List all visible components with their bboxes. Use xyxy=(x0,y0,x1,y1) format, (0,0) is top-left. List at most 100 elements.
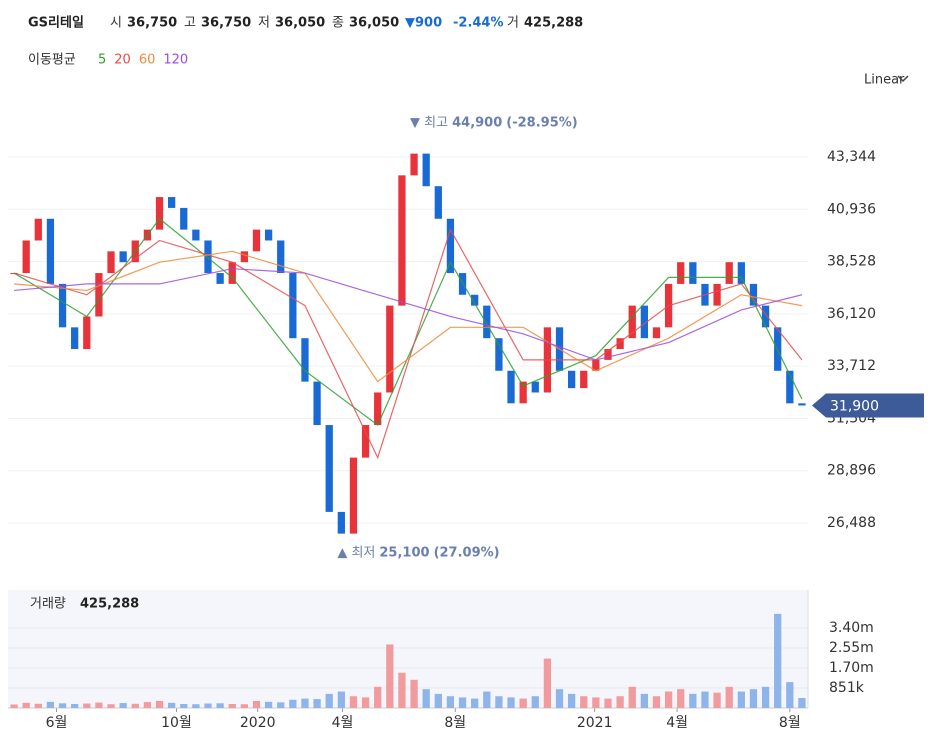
volume-bar xyxy=(640,693,648,708)
v-tick-label: 851k xyxy=(829,680,865,696)
volume-bar xyxy=(652,696,661,708)
volume-bar xyxy=(689,693,697,708)
volume-bar xyxy=(131,703,139,708)
candle xyxy=(264,229,273,241)
ma-legend-item: 120 xyxy=(163,53,188,68)
header: GS리테일 시 36,750 고 36,750 저 36,050 종 36,05… xyxy=(28,15,909,88)
volume-bar xyxy=(289,699,297,708)
candle xyxy=(531,381,539,393)
volume-bar xyxy=(107,704,115,708)
volume-bar xyxy=(592,697,600,708)
marker-change: (-28.95%) xyxy=(506,116,577,131)
candle xyxy=(616,338,624,350)
ma-line xyxy=(14,250,803,383)
marker-value: 25,100 xyxy=(379,546,429,561)
volume-bar xyxy=(22,702,30,708)
y-tick-label: 38,528 xyxy=(827,254,876,270)
open-label: 시 xyxy=(110,16,122,31)
stock-name: GS리테일 xyxy=(28,15,84,31)
volume-bar xyxy=(507,697,515,708)
volume-bar xyxy=(422,689,430,708)
x-tick-label: 2021 xyxy=(577,715,613,731)
candle xyxy=(798,403,806,406)
volume-bar xyxy=(46,701,55,708)
volume-bar xyxy=(119,703,127,708)
candle xyxy=(434,186,442,219)
candle xyxy=(689,262,697,284)
candle xyxy=(289,273,297,339)
volume-bar xyxy=(798,697,806,708)
y-tick-label: 33,712 xyxy=(827,358,876,374)
volume-bar xyxy=(10,704,18,708)
y-tick-label: 36,120 xyxy=(827,306,876,322)
candle xyxy=(725,262,733,284)
y-tick-label: 40,936 xyxy=(827,201,876,217)
candle xyxy=(361,425,370,458)
volume-bar xyxy=(749,689,758,708)
candle xyxy=(168,197,176,208)
volume-bar xyxy=(252,700,261,708)
volume-bar xyxy=(277,702,285,708)
candle xyxy=(34,218,42,241)
candle xyxy=(471,294,479,306)
candle xyxy=(495,338,503,371)
dropdown-icon[interactable] xyxy=(897,75,909,83)
candle xyxy=(374,392,382,426)
candle xyxy=(410,153,418,176)
candle xyxy=(228,262,236,284)
x-tick-label: 4월 xyxy=(332,715,354,731)
volume-bar xyxy=(761,686,770,708)
ma-line xyxy=(14,268,803,361)
candle xyxy=(83,316,91,350)
volume-bar xyxy=(580,696,588,708)
x-tick-label: 6월 xyxy=(46,715,68,731)
volume-bar xyxy=(143,702,152,708)
volume-title: 거래량 xyxy=(30,597,66,612)
volume-bar xyxy=(192,704,200,708)
scale-menu[interactable]: Linear xyxy=(864,73,905,88)
marker-prefix: ▲ 최저 xyxy=(337,546,375,561)
candle xyxy=(604,349,612,360)
candle xyxy=(713,283,721,306)
candle xyxy=(398,175,406,306)
volume-bar xyxy=(737,691,745,708)
open: 36,750 xyxy=(127,16,177,31)
candle xyxy=(422,153,430,187)
x-tick-label: 8월 xyxy=(444,715,466,731)
ma-legend-item: 20 xyxy=(114,53,131,68)
volume-bar xyxy=(495,696,503,708)
close: 36,050 xyxy=(349,16,399,31)
volume-bar xyxy=(264,701,273,708)
volume: 425,288 xyxy=(524,16,583,31)
volume-bar xyxy=(471,698,479,708)
volume-bar xyxy=(155,700,164,708)
volume-bar xyxy=(713,692,721,708)
candle xyxy=(155,197,164,230)
candle xyxy=(737,262,745,284)
candle xyxy=(240,251,248,263)
candle xyxy=(507,370,515,404)
volume-bar xyxy=(604,698,612,708)
candle xyxy=(519,381,527,404)
volume-bar xyxy=(71,704,79,708)
candle xyxy=(71,327,79,350)
candle xyxy=(652,327,661,339)
candle xyxy=(386,305,394,393)
volume-bar xyxy=(519,698,527,708)
candle xyxy=(761,305,770,328)
ma-title: 이동평균 xyxy=(28,53,76,68)
volume-bar xyxy=(677,689,685,708)
low-label: 저 xyxy=(258,16,270,31)
high-label: 고 xyxy=(184,16,196,31)
volume-bar xyxy=(701,691,709,708)
volume-bar xyxy=(410,679,418,708)
volume-bar xyxy=(458,697,467,708)
change: ▼900 xyxy=(405,16,442,31)
candle xyxy=(46,218,55,284)
volume-bar xyxy=(349,696,358,708)
candle xyxy=(580,370,588,389)
candle xyxy=(640,305,648,339)
volume-bar xyxy=(240,704,248,708)
volume-bar xyxy=(58,703,67,708)
change-pct: -2.44% xyxy=(453,16,504,31)
